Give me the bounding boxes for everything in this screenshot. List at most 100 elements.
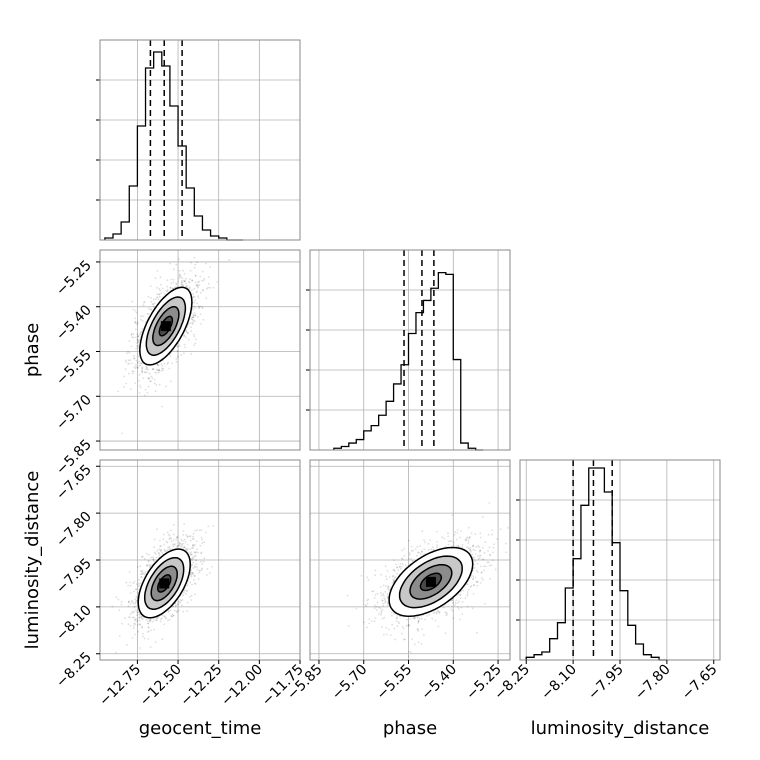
density-panel-geocent_time-vs-luminosity_distance-point [154, 641, 157, 643]
density-panel-geocent_time-vs-luminosity_distance-point [191, 544, 194, 547]
density-panel-phase-vs-luminosity_distance-point [466, 583, 469, 586]
density-panel-geocent_time-vs-luminosity_distance-point [134, 623, 137, 625]
density-panel-phase-vs-luminosity_distance-point [466, 546, 469, 548]
density-panel-phase-vs-luminosity_distance-point [416, 628, 419, 631]
density-panel-geocent_time-vs-phase-point [155, 384, 158, 386]
hist-panel-geocent_time-bg [100, 40, 300, 240]
density-panel-geocent_time-vs-phase-point [170, 380, 173, 383]
density-panel-geocent_time-vs-phase-point [196, 261, 199, 263]
density-panel-phase-vs-luminosity_distance-point [374, 574, 376, 577]
density-panel-geocent_time-vs-luminosity_distance-point [152, 559, 155, 562]
density-panel-phase-vs-luminosity_distance-point [469, 551, 472, 553]
density-panel-geocent_time-vs-luminosity_distance-point [140, 570, 142, 572]
density-panel-phase-vs-luminosity_distance-point [470, 576, 472, 579]
density-panel-geocent_time-vs-luminosity_distance-point [190, 574, 193, 576]
density-panel-phase-vs-luminosity_distance-point [478, 557, 481, 559]
density-panel-geocent_time-vs-phase-point [132, 370, 135, 373]
density-panel-geocent_time-vs-phase-point [132, 336, 135, 339]
hist-panel-phase-frame [309, 249, 511, 451]
density-panel-geocent_time-vs-luminosity_distance-point [168, 618, 171, 621]
density-panel-geocent_time-vs-luminosity_distance-point [167, 533, 170, 536]
density-panel-geocent_time-vs-phase-point [136, 342, 139, 344]
hist-panel-luminosity_distance [516, 459, 721, 661]
density-panel-geocent_time-vs-phase-point [195, 284, 198, 286]
hist-panel-phase [306, 249, 511, 451]
density-panel-geocent_time-vs-luminosity_distance-point [138, 584, 141, 587]
density-panel-geocent_time-vs-luminosity_distance-point [127, 584, 129, 587]
density-panel-geocent_time-vs-phase-point [160, 283, 162, 286]
density-panel-phase-vs-luminosity_distance-point [451, 599, 454, 602]
density-panel-geocent_time-vs-phase-point [141, 315, 144, 318]
density-panel-geocent_time-vs-phase-point [156, 371, 158, 374]
density-panel-geocent_time-vs-luminosity_distance-point [200, 567, 203, 570]
density-panel-phase-vs-luminosity_distance-point [466, 536, 468, 539]
density-panel-phase-vs-luminosity_distance-point [387, 588, 390, 591]
density-panel-geocent_time-vs-luminosity_distance-point [155, 556, 158, 559]
density-panel-geocent_time-vs-phase-bg [100, 250, 300, 450]
density-panel-geocent_time-vs-phase-point [177, 356, 179, 359]
density-panel-phase-vs-luminosity_distance-point [410, 550, 413, 552]
density-panel-geocent_time-vs-luminosity_distance-point [153, 561, 156, 563]
density-panel-phase-vs-luminosity_distance-point [494, 568, 497, 571]
density-panel-phase-vs-luminosity_distance-point [493, 543, 495, 546]
density-panel-phase-vs-luminosity_distance-point [403, 638, 405, 641]
density-panel-geocent_time-vs-phase-point [127, 372, 130, 375]
density-panel-phase-vs-luminosity_distance-point [474, 549, 476, 552]
density-panel-geocent_time-vs-phase-point [186, 331, 189, 334]
density-panel-geocent_time-vs-phase-point [185, 330, 188, 333]
density-panel-geocent_time-vs-luminosity_distance-point [147, 637, 150, 640]
density-panel-geocent_time-vs-luminosity_distance-point [118, 635, 121, 637]
density-panel-phase-vs-luminosity_distance-point [386, 597, 389, 600]
density-panel-geocent_time-vs-luminosity_distance-contour-1 [143, 556, 185, 610]
density-panel-phase-vs-luminosity_distance-point [371, 590, 374, 593]
density-panel-geocent_time-vs-luminosity_distance-point [139, 647, 142, 649]
x-tick-label-geocent_time-0: −12.75 [96, 662, 144, 710]
density-panel-phase-vs-luminosity_distance-point [347, 625, 350, 627]
density-panel-geocent_time-vs-luminosity_distance-point [198, 569, 201, 572]
density-panel-geocent_time-vs-luminosity_distance-point [195, 540, 198, 543]
density-panel-phase-vs-luminosity_distance-point [457, 606, 459, 608]
density-panel-geocent_time-vs-phase-point [172, 287, 175, 290]
density-panel-phase-vs-luminosity_distance-point [454, 531, 457, 534]
density-panel-geocent_time-vs-luminosity_distance-point [192, 561, 195, 564]
density-panel-geocent_time-vs-phase-point [158, 287, 161, 290]
density-panel-geocent_time-vs-phase-point [141, 366, 144, 369]
density-panel-geocent_time-vs-luminosity_distance-point [143, 637, 146, 640]
density-panel-phase-vs-luminosity_distance-point [449, 540, 452, 542]
density-panel-geocent_time-vs-phase-point [151, 376, 154, 379]
density-panel-phase-vs-luminosity_distance-point [488, 502, 491, 504]
density-panel-geocent_time-vs-phase-point [158, 293, 161, 296]
density-panel-geocent_time-vs-luminosity_distance-point [156, 616, 158, 619]
density-panel-phase-vs-luminosity_distance-point [480, 571, 483, 574]
density-panel-geocent_time-vs-phase-point [147, 377, 150, 380]
density-panel-geocent_time-vs-phase-point [192, 295, 195, 298]
density-panel-geocent_time-vs-luminosity_distance-point [128, 600, 131, 603]
density-panel-phase-vs-luminosity_distance-point [384, 591, 387, 593]
density-panel-phase-vs-luminosity_distance-point [474, 553, 477, 555]
density-panel-geocent_time-vs-phase-point [138, 364, 141, 367]
density-panel-phase-vs-luminosity_distance-point [490, 564, 493, 566]
density-panel-geocent_time-vs-luminosity_distance-point [129, 592, 132, 594]
density-panel-geocent_time-vs-phase-point [187, 286, 189, 289]
density-panel-geocent_time-vs-luminosity_distance-point [159, 620, 162, 623]
density-panel-geocent_time-vs-luminosity_distance-point [158, 548, 161, 551]
density-panel-geocent_time-vs-luminosity_distance-point [169, 548, 172, 551]
density-panel-phase-vs-luminosity_distance-point [428, 548, 430, 551]
density-panel-geocent_time-vs-luminosity_distance-point [130, 601, 133, 603]
density-panel-phase-vs-luminosity_distance-point [394, 576, 397, 578]
density-panel-phase-vs-luminosity_distance-point [442, 606, 445, 609]
density-panel-phase-vs-luminosity_distance-point [382, 594, 385, 597]
density-panel-geocent_time-vs-luminosity_distance-point [133, 606, 136, 609]
density-panel-geocent_time-vs-phase-point [180, 283, 183, 286]
density-panel-geocent_time-vs-phase-point [180, 281, 183, 284]
density-panel-geocent_time-vs-phase-point [179, 275, 182, 278]
density-panel-geocent_time-vs-luminosity_distance-point [127, 623, 130, 626]
density-panel-phase-vs-luminosity_distance-point [472, 556, 474, 559]
density-panel-phase-vs-luminosity_distance-point [460, 530, 462, 532]
density-panel-phase-vs-luminosity_distance-point [475, 545, 478, 548]
density-panel-geocent_time-vs-luminosity_distance-point [115, 596, 118, 599]
density-panel-phase-vs-luminosity_distance-point [423, 548, 426, 551]
density-panel-geocent_time-vs-luminosity_distance-point [169, 609, 172, 612]
density-panel-geocent_time-vs-phase-point [192, 316, 194, 319]
density-panel-phase-vs-luminosity_distance-point [437, 610, 440, 613]
